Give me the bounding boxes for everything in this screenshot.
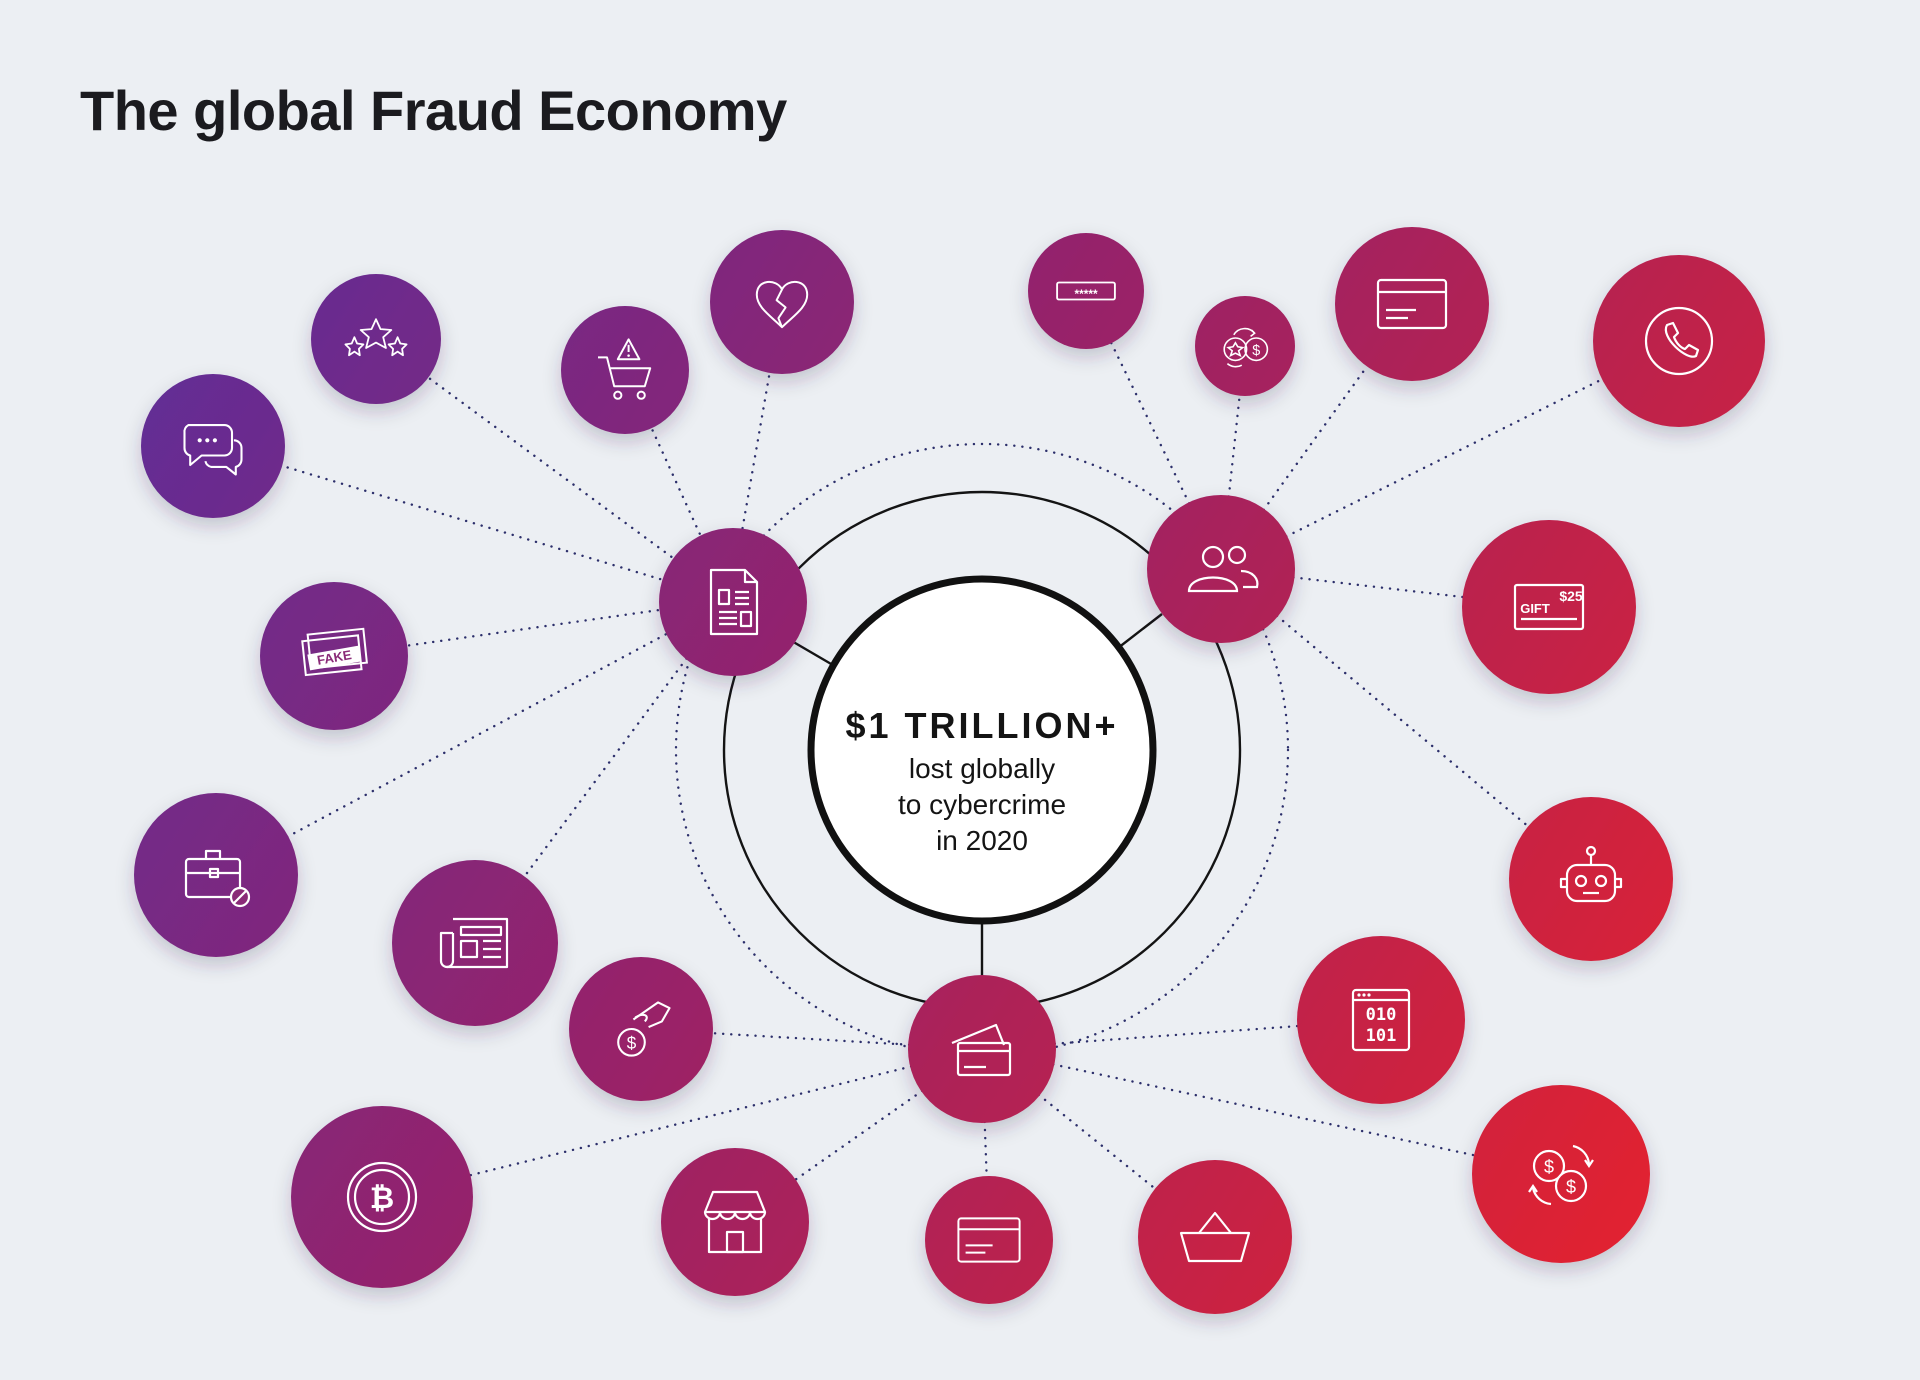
node-chat[interactable] — [141, 374, 285, 518]
connector-users — [1117, 613, 1163, 649]
node-hand-coin[interactable] — [569, 957, 713, 1101]
connector-document — [789, 638, 839, 670]
hub-document[interactable] — [659, 528, 807, 676]
node-password[interactable] — [1028, 233, 1144, 349]
node-basket[interactable] — [1138, 1160, 1292, 1314]
center-line-1: lost globally — [909, 753, 1055, 784]
center-headline: $1 TRILLION+ — [845, 705, 1118, 746]
dotted-ring — [674, 442, 1290, 1058]
node-phone[interactable] — [1593, 255, 1765, 427]
center-line-2: to cybercrime — [898, 789, 1066, 820]
node-news[interactable] — [392, 860, 558, 1026]
node-card-top[interactable] — [1335, 227, 1489, 381]
node-broken-heart[interactable] — [710, 230, 854, 374]
spoke-chat — [214, 444, 732, 602]
node-bitcoin[interactable] — [291, 1106, 473, 1288]
node-gift-card[interactable] — [1462, 520, 1636, 694]
node-binary[interactable] — [1297, 936, 1465, 1104]
spoke-bitcoin — [380, 1047, 984, 1199]
page-title: The global Fraud Economy — [80, 79, 787, 142]
center-stat: $1 TRILLION+ lost globally to cybercrime… — [807, 575, 1157, 925]
hub-users[interactable] — [1147, 495, 1295, 643]
node-bot[interactable] — [1509, 797, 1673, 961]
node-fake-id[interactable] — [260, 582, 408, 730]
node-card-bottom[interactable] — [925, 1176, 1053, 1304]
hub-credit-cards[interactable] — [908, 975, 1056, 1123]
spoke-reviews — [374, 337, 732, 602]
node-cart-warning[interactable] — [561, 306, 689, 434]
spoke-blocked-briefcase — [214, 598, 732, 877]
spoke-password — [1084, 289, 1223, 571]
center-line-3: in 2020 — [936, 825, 1028, 856]
node-storefront[interactable] — [661, 1148, 809, 1296]
node-points-exchange[interactable] — [1195, 296, 1295, 396]
center-circle — [807, 575, 1157, 925]
spoke-currency-exchange — [980, 1047, 1563, 1176]
node-blocked-briefcase[interactable] — [134, 793, 298, 957]
spoke-bot — [1219, 567, 1593, 881]
node-currency-exchange[interactable] — [1472, 1085, 1650, 1263]
node-reviews[interactable] — [311, 274, 441, 404]
